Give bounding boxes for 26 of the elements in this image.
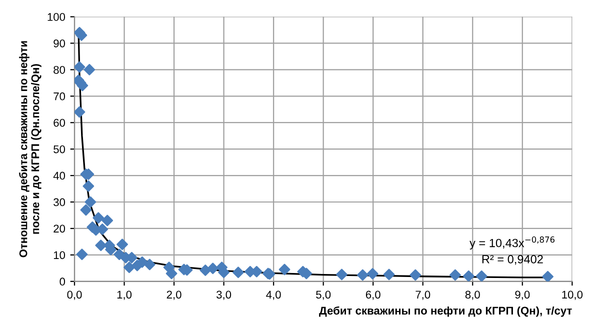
y-tick-label: 30 xyxy=(54,198,66,206)
y-tick-label: 40 xyxy=(53,172,66,180)
y-tick-label: 60 xyxy=(54,118,66,127)
y-tick-label: 20 xyxy=(54,224,66,233)
x-tick-label: 1,0 xyxy=(117,290,132,300)
x-tick-label: 7,0 xyxy=(416,290,430,300)
x-tick-label: 5,0 xyxy=(316,290,331,300)
x-axis-title: Дебит скважины по нефти до КГРП (Qн), т/сут xyxy=(319,306,572,317)
y-axis-title: Отношение дебита скважины по нефти после и до КГРП (Qн.после/Qн) xyxy=(18,41,42,258)
y-tick-label: 50 xyxy=(54,145,66,154)
y-tick-label: 90 xyxy=(54,39,66,48)
y-tick-label: 70 xyxy=(54,92,66,100)
x-tick-label: 9,0 xyxy=(515,290,530,300)
annotation: R² = 0,9402 xyxy=(482,255,543,265)
y-tick-label: 10 xyxy=(54,251,66,260)
x-tick-label: 6,0 xyxy=(366,290,380,300)
x-tick-label: 3,0 xyxy=(216,290,232,300)
x-tick-label: 10,0 xyxy=(562,290,583,300)
y-tick-label: 100 xyxy=(48,13,66,21)
y-tick-label: 80 xyxy=(54,66,66,74)
x-tick-label: 2,0 xyxy=(166,290,182,300)
x-tick-label: 8,0 xyxy=(465,290,480,300)
annotation: y = 10,43x$^{−0,876}$ xyxy=(470,236,555,250)
x-tick-label: 0,0 xyxy=(67,290,82,300)
y-tick-label: 0 xyxy=(60,278,66,286)
x-tick-label: 4,0 xyxy=(266,290,281,300)
